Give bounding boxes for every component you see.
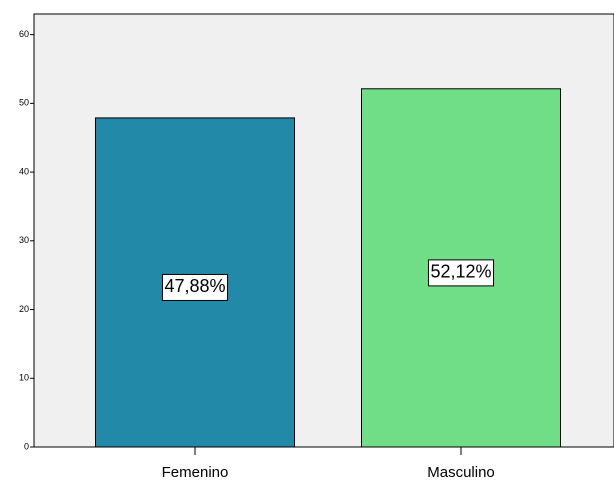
y-tick-label: 50 <box>19 98 29 108</box>
y-tick-label: 30 <box>19 235 29 245</box>
bar <box>361 88 561 448</box>
x-tick-label: Femenino <box>162 464 229 481</box>
y-tick-label: 40 <box>19 166 29 176</box>
y-tick-label: 0 <box>24 441 29 451</box>
value-label-box <box>161 273 229 301</box>
value-label-box <box>427 259 495 287</box>
y-tick-label: 20 <box>19 304 29 314</box>
y-tick-label: 10 <box>19 373 29 383</box>
value-label: 52,12% <box>430 262 491 282</box>
value-label: 47,88% <box>164 276 225 296</box>
y-tick-label: 60 <box>19 29 29 39</box>
x-tick-label: Masculino <box>427 464 495 481</box>
